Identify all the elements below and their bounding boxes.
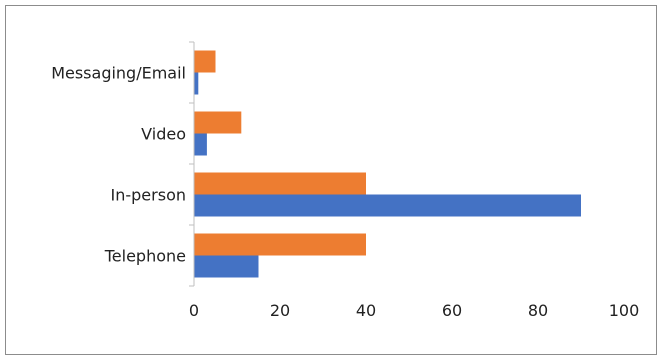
- x-tick-label: 0: [189, 301, 199, 320]
- axes-group: [189, 41, 195, 287]
- x-tick-label: 60: [442, 301, 462, 320]
- bar-video-series-2: [194, 133, 207, 156]
- bars-group: [194, 50, 581, 278]
- x-tick-label: 40: [356, 301, 376, 320]
- category-label: In-person: [111, 186, 186, 205]
- x-tick-label: 20: [270, 301, 290, 320]
- x-tick-label: 100: [609, 301, 640, 320]
- x-tick-labels: 0 20 40 60 80 100: [189, 301, 639, 320]
- category-label: Messaging/Email: [51, 64, 186, 83]
- x-tick-label: 80: [528, 301, 548, 320]
- bar-in-person-series-2: [194, 194, 581, 217]
- category-label: Telephone: [104, 247, 186, 266]
- category-labels: Messaging/Email Video In-person Telephone: [51, 64, 186, 266]
- category-label: Video: [141, 125, 186, 144]
- bar-messaging-email-series-2: [194, 72, 199, 95]
- bar-in-person-series-1: [194, 172, 366, 195]
- bar-messaging-email-series-1: [194, 50, 216, 73]
- bar-video-series-1: [194, 111, 242, 134]
- bar-telephone-series-1: [194, 233, 366, 256]
- bar-telephone-series-2: [194, 255, 259, 278]
